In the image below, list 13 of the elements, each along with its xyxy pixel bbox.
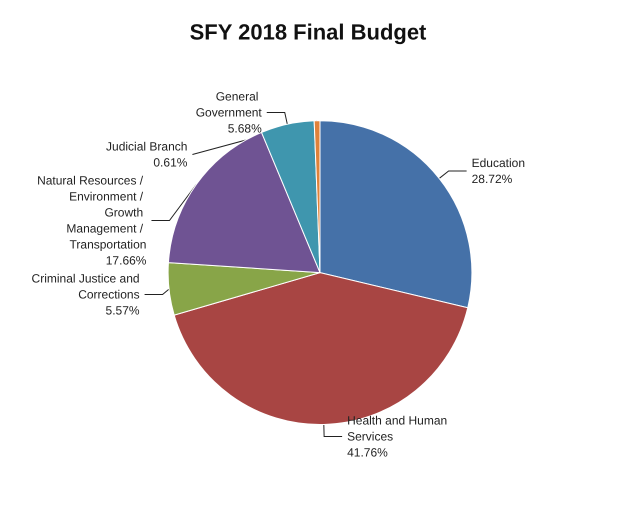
data-label: 5.57%: [106, 304, 140, 318]
slice-label: General Government: [196, 90, 262, 120]
data-label: 17.66%: [106, 254, 147, 268]
data-label: 5.68%: [228, 122, 262, 136]
slice-label: Health and Human Services: [347, 413, 451, 444]
slice-label: Judicial Branch: [106, 140, 188, 154]
slice-label: Criminal Justice and Corrections: [32, 272, 140, 302]
data-label: 28.72%: [472, 172, 513, 186]
data-label: 41.76%: [347, 445, 388, 460]
slice-label: Natural Resources / Environment / Growth Management / Transportation: [37, 174, 146, 252]
chart-title: SFY 2018 Final Budget: [190, 20, 428, 44]
data-label: 0.61%: [153, 156, 188, 170]
slice-label: Education: [472, 156, 525, 170]
